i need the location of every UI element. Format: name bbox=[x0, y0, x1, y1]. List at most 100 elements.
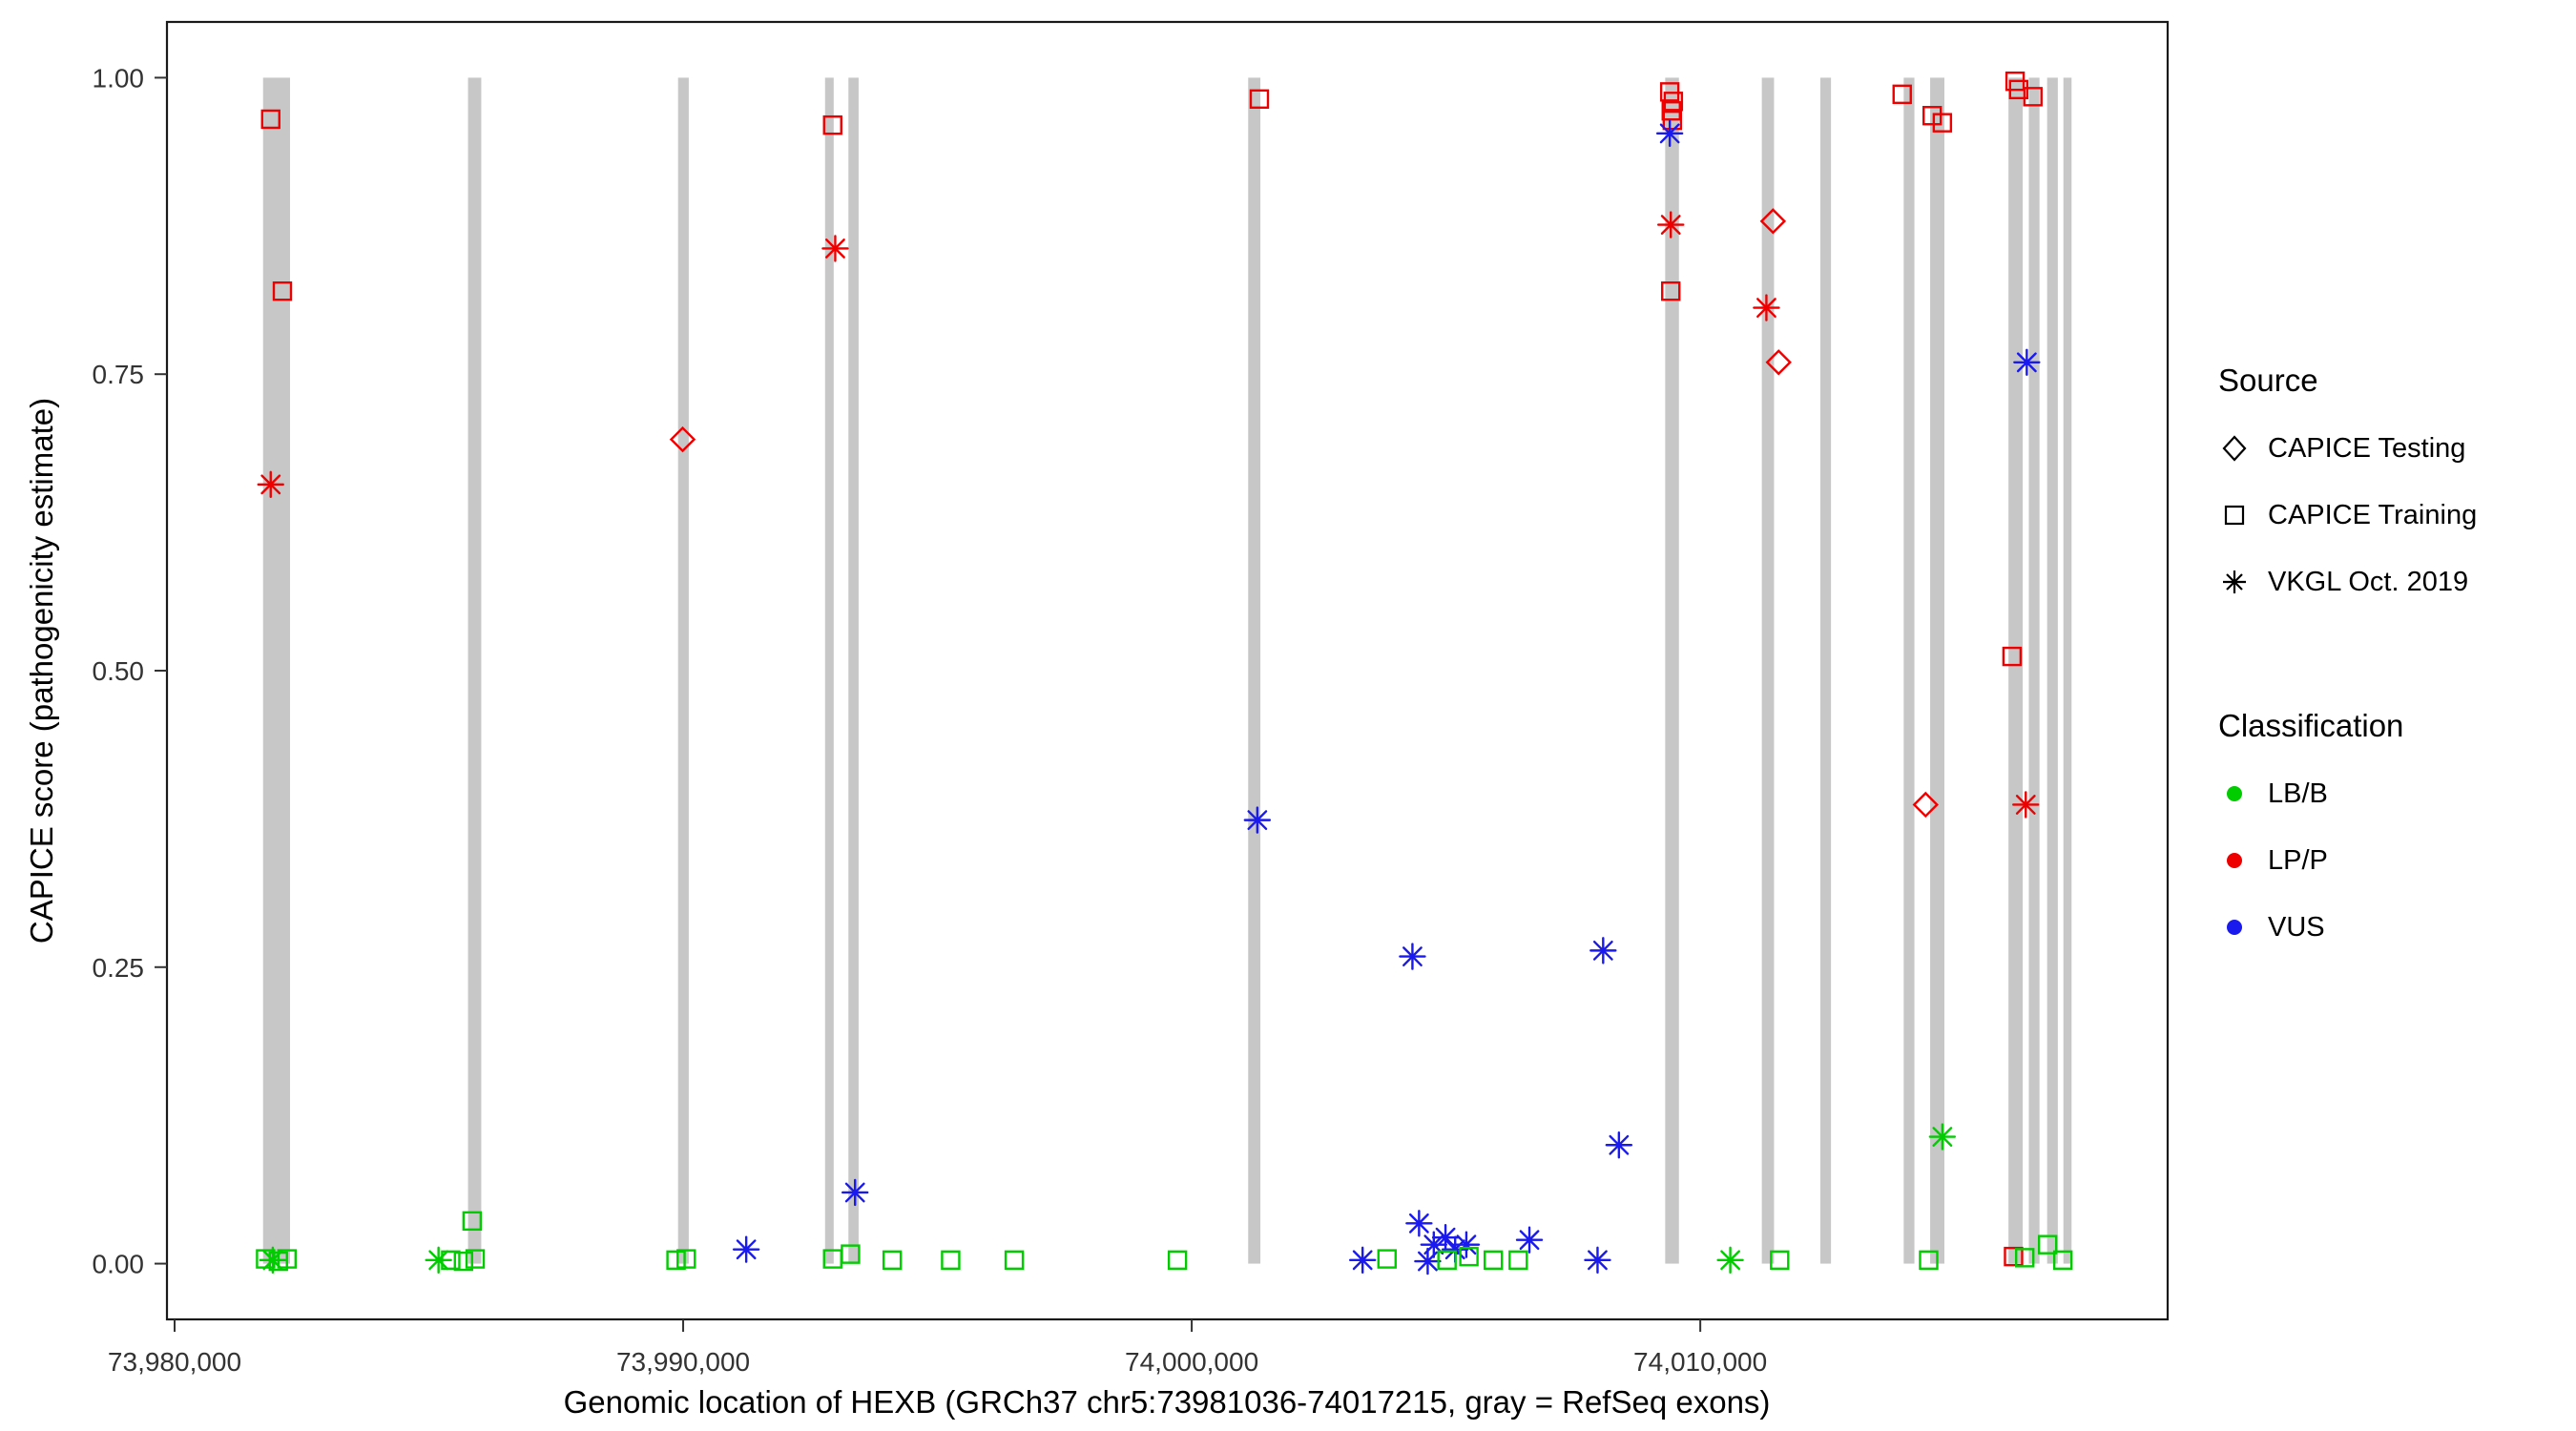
data-point-asterisk bbox=[1348, 1246, 1377, 1275]
data-point-square bbox=[941, 1250, 961, 1271]
legend-spacer bbox=[2218, 624, 2477, 708]
square-icon bbox=[2218, 499, 2268, 531]
x-tick-label: 73,990,000 bbox=[616, 1347, 750, 1377]
data-point-asterisk bbox=[732, 1235, 760, 1263]
data-point-asterisk bbox=[1243, 806, 1272, 834]
data-point-asterisk bbox=[1657, 211, 1685, 238]
exon-bar bbox=[2046, 77, 2058, 1264]
data-point-square bbox=[666, 1250, 686, 1271]
x-tick-label: 74,010,000 bbox=[1633, 1347, 1767, 1377]
data-point-square bbox=[2023, 87, 2043, 107]
legend-item-capice-training: CAPICE Training bbox=[2218, 490, 2477, 540]
exon-bar bbox=[262, 77, 290, 1264]
data-point-square bbox=[2052, 1250, 2073, 1271]
data-point-asterisk bbox=[1452, 1231, 1481, 1258]
data-point-square bbox=[2038, 1234, 2058, 1255]
data-point-square bbox=[277, 1249, 297, 1269]
data-point-square bbox=[1770, 1250, 1790, 1271]
legend-label: LP/P bbox=[2268, 844, 2328, 876]
data-point-diamond bbox=[669, 425, 696, 453]
x-axis-title: Genomic location of HEXB (GRCh37 chr5:73… bbox=[563, 1384, 1771, 1420]
y-tick-label: 0.50 bbox=[93, 656, 145, 686]
data-point-asterisk bbox=[1399, 943, 1426, 970]
data-point-square bbox=[2015, 1248, 2035, 1268]
y-tick-label: 0.25 bbox=[93, 953, 145, 983]
data-point-asterisk bbox=[1928, 1123, 1957, 1151]
x-tick-label: 74,000,000 bbox=[1125, 1347, 1258, 1377]
data-point-square bbox=[1508, 1250, 1528, 1271]
y-tick-label: 1.00 bbox=[93, 63, 145, 93]
data-point-square bbox=[841, 1244, 861, 1264]
exon-bar bbox=[1761, 77, 1775, 1264]
data-point-square bbox=[1459, 1246, 1479, 1267]
data-point-square bbox=[462, 1211, 483, 1232]
diamond-icon bbox=[2218, 432, 2268, 465]
data-point-asterisk bbox=[1589, 937, 1617, 964]
data-point-asterisk bbox=[257, 470, 284, 499]
data-point-diamond bbox=[1912, 791, 1939, 819]
legend: Source CAPICE Testing CAPICE Training bbox=[2218, 363, 2477, 969]
exon-bar bbox=[2008, 77, 2024, 1264]
data-point-asterisk bbox=[2013, 348, 2041, 376]
data-point-square bbox=[260, 109, 280, 130]
green-dot-icon bbox=[2218, 778, 2268, 810]
x-tick-label: 73,980,000 bbox=[108, 1347, 241, 1377]
y-tick-label: 0.75 bbox=[93, 360, 145, 389]
data-point-square bbox=[1922, 106, 1942, 126]
data-point-asterisk bbox=[841, 1178, 869, 1207]
data-point-asterisk bbox=[1431, 1224, 1460, 1252]
data-point-asterisk bbox=[821, 235, 849, 262]
data-point-square bbox=[1892, 84, 1912, 105]
exon-bar bbox=[1903, 77, 1915, 1264]
data-point-square bbox=[272, 280, 293, 301]
data-point-square bbox=[2008, 79, 2029, 100]
data-point-square bbox=[1167, 1250, 1188, 1271]
data-point-square bbox=[1437, 1250, 1457, 1271]
legend-label: CAPICE Training bbox=[2268, 499, 2478, 530]
data-point-square bbox=[676, 1249, 696, 1269]
legend-label: LB/B bbox=[2268, 778, 2328, 809]
data-point-square bbox=[1919, 1250, 1939, 1271]
data-point-asterisk bbox=[1716, 1246, 1744, 1275]
legend-item-lbb: LB/B bbox=[2218, 769, 2477, 819]
data-point-asterisk bbox=[425, 1246, 452, 1275]
data-point-square bbox=[1377, 1249, 1397, 1269]
y-tick-label: 0.00 bbox=[93, 1250, 145, 1279]
legend-label: CAPICE Testing bbox=[2268, 432, 2466, 464]
y-axis-title: CAPICE score (pathogenicity estimate) bbox=[24, 397, 59, 944]
data-point-diamond bbox=[1765, 349, 1792, 376]
data-point-square bbox=[822, 114, 842, 135]
exon-bar bbox=[2063, 77, 2072, 1264]
red-dot-icon bbox=[2218, 844, 2268, 877]
exon-bar bbox=[1248, 77, 1261, 1264]
legend-item-vus: VUS bbox=[2218, 902, 2477, 952]
data-point-square bbox=[2002, 646, 2023, 667]
data-point-asterisk bbox=[1605, 1131, 1633, 1159]
exon-bar bbox=[467, 77, 482, 1264]
legend-item-lpp: LP/P bbox=[2218, 836, 2477, 885]
data-point-square bbox=[882, 1250, 903, 1271]
data-point-square bbox=[1662, 110, 1683, 131]
exon-bar bbox=[848, 77, 859, 1264]
legend-classification-title: Classification bbox=[2218, 708, 2404, 743]
legend-classification-group: Classification LB/B LP/P VUS bbox=[2218, 708, 2477, 952]
data-point-asterisk bbox=[1414, 1247, 1442, 1275]
exon-bar bbox=[1930, 77, 1944, 1264]
blue-dot-icon bbox=[2218, 911, 2268, 944]
data-point-asterisk bbox=[1405, 1210, 1433, 1237]
legend-source-title: Source bbox=[2218, 363, 2318, 398]
panel-border bbox=[165, 20, 2170, 1321]
data-point-asterisk bbox=[2012, 791, 2040, 819]
data-point-square bbox=[453, 1251, 473, 1272]
exon-bar bbox=[824, 77, 834, 1264]
data-point-square bbox=[1004, 1250, 1025, 1271]
legend-label: VUS bbox=[2268, 911, 2325, 943]
exon-bar bbox=[2028, 77, 2040, 1264]
data-point-asterisk bbox=[1515, 1226, 1544, 1254]
data-point-square bbox=[465, 1249, 486, 1269]
data-point-asterisk bbox=[1753, 294, 1780, 321]
exon-bar bbox=[1665, 77, 1679, 1264]
data-point-square bbox=[1249, 89, 1270, 110]
data-point-square bbox=[1661, 280, 1681, 301]
